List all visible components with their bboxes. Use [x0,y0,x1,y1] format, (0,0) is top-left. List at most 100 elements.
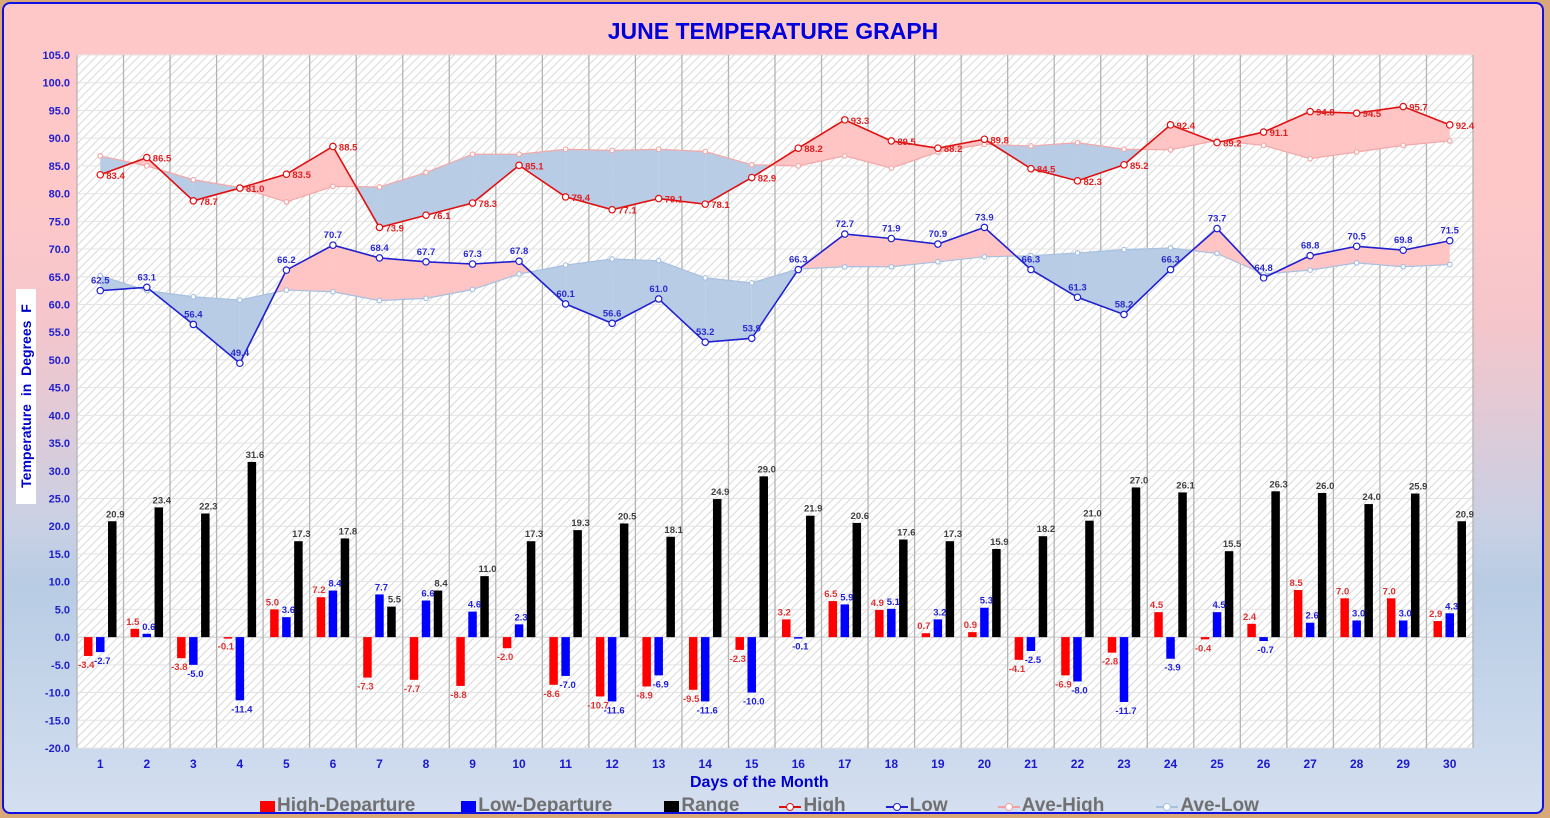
legend-item-range: Range [664,795,739,812]
low-data-label: 73.7 [1208,214,1227,225]
high-departure-data-label: 7.0 [1383,586,1396,597]
high-departure-data-label: 3.2 [778,607,791,618]
low-point [1027,265,1035,274]
high-departure-data-label: 0.7 [917,621,930,632]
y-tick-label: -5.0 [51,660,70,672]
ave-high-point [1260,142,1267,149]
low-data-label: 63.1 [138,272,157,283]
ave-low-point [1074,250,1081,256]
x-tick-label: 27 [1303,757,1317,771]
low-data-label: 60.1 [556,289,575,300]
high-data-label: 82.3 [1083,177,1102,188]
high-data-label: 93.3 [851,116,870,127]
x-tick-label: 9 [469,757,476,771]
low-point [143,283,151,292]
low-departure-bar [933,619,943,638]
range-data-label: 11.0 [479,564,497,575]
range-bar [1410,493,1420,638]
high-data-label: 91.1 [1270,128,1289,139]
legend-label: Low [909,795,948,814]
low-data-label: 70.5 [1347,231,1366,242]
high-vs-average-fill [240,174,287,202]
legend-swatch-icon [461,800,477,812]
high-point [1027,164,1035,173]
high-data-label: 88.5 [339,142,358,153]
high-departure-data-label: -0.1 [218,642,235,653]
high-departure-bar [1247,623,1256,638]
low-data-label: 53.2 [696,327,715,338]
low-departure-bar [1073,637,1082,682]
range-bar [108,521,117,638]
range-data-label: 27.0 [1130,475,1149,486]
range-bar [433,590,443,638]
high-departure-bar [642,637,651,687]
y-tick-label: 0.0 [55,632,70,644]
y-tick-label: 75.0 [49,216,70,228]
high-departure-bar [875,609,884,638]
high-point [654,194,663,203]
x-tick-label: 1 [97,757,104,771]
ave-low-point [655,257,662,264]
high-point [561,193,570,201]
high-data-label: 85.1 [525,161,544,172]
high-departure-bar [316,597,326,638]
high-vs-average-fill [891,140,938,169]
range-data-label: 8.4 [434,579,448,590]
high-point [1306,107,1314,116]
high-departure-data-label: -7.3 [357,682,373,693]
high-departure-data-label: -3.8 [171,662,187,673]
x-tick-label: 3 [190,757,197,771]
low-departure-data-label: -11.7 [1115,706,1136,717]
y-tick-label: 80.0 [49,189,70,201]
low-point [1259,274,1268,282]
high-data-label: 92.4 [1456,121,1475,132]
low-point [515,257,523,266]
high-point [422,211,430,220]
low-data-label: 66.3 [1161,255,1180,266]
ave-low-point [981,253,988,260]
low-vs-average-fill [612,259,659,324]
ave-low-point [330,288,336,295]
high-departure-bar [177,637,186,659]
high-departure-bar [782,619,791,638]
range-bar [759,476,768,638]
high-departure-data-label: -3.4 [78,660,95,671]
ave-low-point [562,262,569,269]
high-departure-data-label: 2.9 [1429,609,1442,620]
high-departure-data-label: 8.5 [1290,578,1304,589]
low-vs-average-fill [100,275,139,291]
ave-high-point [1353,149,1360,155]
range-data-label: 20.5 [618,511,637,522]
low-point [1166,265,1175,274]
low-point [840,230,849,238]
high-departure-bar [502,637,512,649]
high-point [794,144,803,152]
range-data-label: 29.0 [757,464,776,475]
high-data-label: 94.5 [1363,109,1382,120]
x-axis-label: Days of the Month [690,774,829,791]
ave-high-point [1167,146,1174,153]
low-departure-bar [1352,620,1361,638]
low-data-label: 71.5 [1440,226,1459,237]
low-departure-data-label: -2.5 [1025,655,1042,666]
legend-line-marker-icon [1156,801,1179,812]
range-bar [1271,491,1280,638]
low-departure-data-label: -3.9 [1164,663,1180,674]
low-departure-data-label: 6.6 [421,589,434,600]
low-departure-data-label: 4.5 [1212,600,1226,611]
ave-low-point [516,271,522,277]
high-data-label: 95.7 [1409,103,1428,114]
low-vs-average-fill [1030,252,1078,298]
low-departure-data-label: -11.6 [604,705,625,716]
legend-swatch-icon [260,800,275,812]
y-tick-label: 60.0 [49,299,70,311]
legend-label: High-Departure [277,795,416,814]
range-data-label: 15.5 [1223,539,1242,550]
low-vs-average-fill [530,265,566,304]
high-departure-bar [688,637,698,690]
low-departure-bar [1398,620,1408,638]
high-departure-data-label: 7.0 [1336,586,1349,597]
high-departure-data-label: -6.9 [1055,679,1071,690]
high-departure-bar [409,637,419,680]
low-point [282,266,291,274]
